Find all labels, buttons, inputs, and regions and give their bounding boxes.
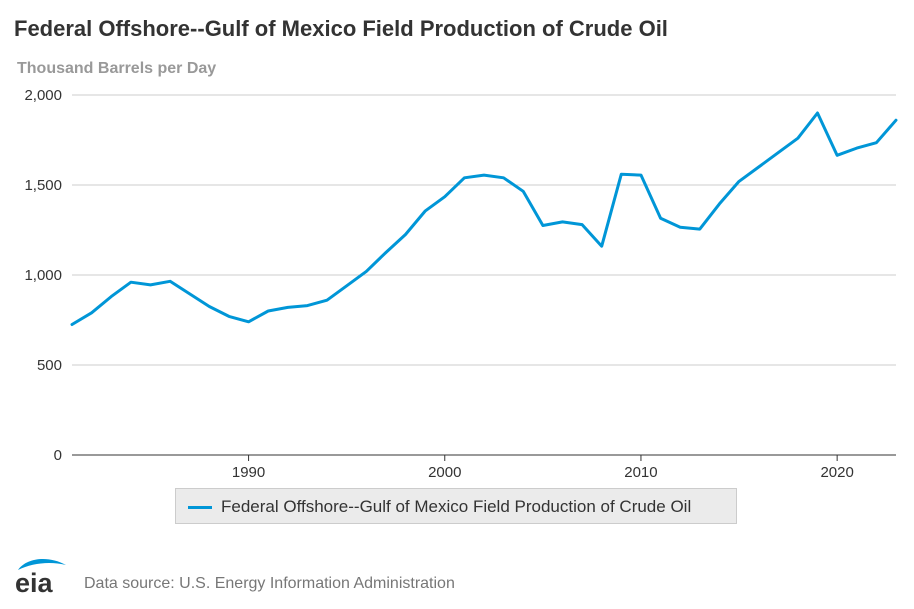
y-tick-labels: 0 500 1,000 1,500 2,000 bbox=[24, 87, 62, 464]
x-tick-label: 2000 bbox=[428, 464, 461, 481]
y-tick-label: 2,000 bbox=[24, 87, 62, 104]
x-tick-label: 1990 bbox=[232, 464, 265, 481]
y-tick-label: 500 bbox=[37, 357, 62, 374]
legend[interactable]: Federal Offshore--Gulf of Mexico Field P… bbox=[175, 488, 737, 524]
data-source: Data source: U.S. Energy Information Adm… bbox=[84, 575, 455, 592]
y-axis-label: Thousand Barrels per Day bbox=[17, 60, 217, 77]
y-tick-label: 1,500 bbox=[24, 177, 62, 194]
grid-lines bbox=[72, 94, 896, 456]
legend-label: Federal Offshore--Gulf of Mexico Field P… bbox=[221, 497, 692, 516]
x-tick-label: 2020 bbox=[820, 464, 853, 481]
series-line[interactable] bbox=[70, 111, 898, 326]
eia-logo-icon: eia bbox=[15, 558, 66, 598]
y-tick-label: 0 bbox=[54, 447, 62, 464]
x-tick-labels: 1990 2000 2010 2020 bbox=[232, 455, 854, 481]
series-layer bbox=[70, 111, 898, 326]
eia-logo-text: eia bbox=[15, 568, 54, 598]
legend-swatch bbox=[188, 506, 212, 509]
y-tick-label: 1,000 bbox=[24, 267, 62, 284]
chart-title: Federal Offshore--Gulf of Mexico Field P… bbox=[14, 16, 668, 41]
x-tick-label: 2010 bbox=[624, 464, 657, 481]
